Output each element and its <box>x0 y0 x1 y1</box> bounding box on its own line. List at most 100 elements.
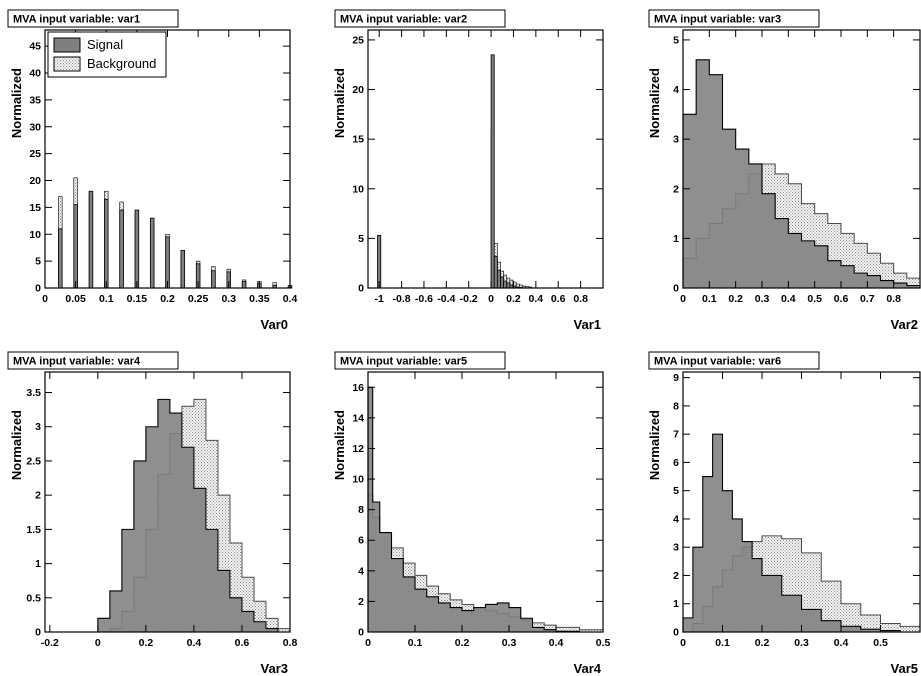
chart-title-box <box>7 351 179 370</box>
signal-bar <box>119 209 124 289</box>
x-tick-label: -1 <box>375 293 384 305</box>
y-tick-label: 2 <box>358 596 364 608</box>
y-tick-label: 15 <box>29 202 41 214</box>
x-tick-label: -0.6 <box>415 293 433 305</box>
x-tick-label: 0.8 <box>573 293 588 305</box>
y-tick-label: 12 <box>352 443 364 455</box>
y-tick-label: 10 <box>352 474 364 486</box>
chart-panel-2: MVA input variable: var2 0 5 10 15 20 25 -1 -0.8… <box>332 9 604 332</box>
y-tick-label: 4 <box>358 565 364 577</box>
signal-bar <box>496 269 501 289</box>
chart-title: MVA input variable: var1 <box>13 14 140 26</box>
y-tick-label: 0 <box>673 627 679 639</box>
y-tick-label: 25 <box>29 148 41 160</box>
y-axis-label: Normalized <box>9 410 24 480</box>
signal-bar <box>88 190 94 289</box>
y-axis-label: Normalized <box>647 68 662 138</box>
chart-panel-4: MVA input variable: var4 0 0.5 1 1.5 2 2.5 3 3.5… <box>7 351 298 676</box>
y-tick-label: 1 <box>673 598 679 610</box>
y-tick-label: 14 <box>352 412 364 424</box>
plot-frame <box>367 371 604 633</box>
legend-background-label: Background <box>87 56 156 71</box>
x-tick-label: 0.25 <box>188 293 209 305</box>
y-tick-label: 0 <box>35 627 41 639</box>
y-tick-label: 15 <box>352 134 364 146</box>
chart-title-box <box>648 9 820 28</box>
chart-title: MVA input variable: var2 <box>340 14 467 26</box>
x-tick-label: 0.2 <box>139 637 154 649</box>
legend: Signal Background <box>47 31 167 78</box>
x-axis-label: Var0 <box>261 317 288 332</box>
y-tick-label: 3 <box>673 134 679 146</box>
y-tick-label: 0 <box>358 627 364 639</box>
signal-bar <box>490 54 495 289</box>
x-tick-label: 0.4 <box>283 293 298 305</box>
y-tick-label: 5 <box>358 233 364 245</box>
y-tick-label: 20 <box>352 84 364 96</box>
chart-panel-5: MVA input variable: var5 0 2 4 6 8 10 12 14 16 0 0.… <box>332 351 610 676</box>
signal-bar <box>104 198 109 289</box>
signal-histogram <box>49 398 290 633</box>
signal-bar <box>211 270 216 289</box>
x-axis-label: Var4 <box>574 661 602 676</box>
x-tick-label: 0.6 <box>551 293 566 305</box>
y-tick-label: 5 <box>673 34 679 46</box>
chart-panel-1: MVA input variable: var1 0 5 10 15 20 25 30 35 40… <box>7 9 298 332</box>
x-tick-label: 0.4 <box>549 637 564 649</box>
signal-bar <box>149 217 155 289</box>
y-tick-label: 10 <box>29 229 41 241</box>
x-tick-label: 0 <box>680 293 686 305</box>
x-tick-label: 0.1 <box>99 293 114 305</box>
y-tick-label: 0 <box>673 283 679 295</box>
y-axis-label: Normalized <box>332 410 347 480</box>
chart-title: MVA input variable: var5 <box>340 356 467 368</box>
signal-bar <box>503 280 508 289</box>
x-axis-label: Var3 <box>261 661 288 676</box>
x-tick-label: 0.8 <box>283 637 298 649</box>
y-tick-label: 3 <box>673 542 679 554</box>
plot-frame <box>367 29 604 289</box>
x-tick-label: 0.8 <box>886 293 901 305</box>
signal-histogram <box>682 59 921 289</box>
x-tick-label: 0.6 <box>834 293 849 305</box>
legend-signal-label: Signal <box>87 37 123 52</box>
x-tick-label: 0.6 <box>235 637 250 649</box>
chart-panel-3: MVA input variable: var3 0 1 2 3 4 5 0 0.1 0.2 0.3… <box>647 9 921 332</box>
y-tick-label: 1 <box>35 558 41 570</box>
plot-frame <box>682 29 921 289</box>
x-tick-label: 0 <box>42 293 48 305</box>
x-axis-label: Var2 <box>891 317 918 332</box>
x-tick-label: 0.2 <box>455 637 470 649</box>
x-tick-label: 0.2 <box>506 293 521 305</box>
x-tick-label: 0.3 <box>794 637 809 649</box>
x-tick-label: 0.3 <box>502 637 517 649</box>
x-tick-label: 0.5 <box>873 637 888 649</box>
legend-background-swatch <box>53 56 81 72</box>
y-tick-label: 1 <box>673 233 679 245</box>
chart-title-box <box>334 9 506 28</box>
x-tick-label: 0.4 <box>781 293 796 305</box>
x-tick-label: -0.2 <box>41 637 59 649</box>
x-axis-label: Var1 <box>574 317 601 332</box>
y-tick-label: 4 <box>673 513 679 525</box>
x-tick-label: 0.4 <box>834 637 849 649</box>
chart-title: MVA input variable: var6 <box>654 356 781 368</box>
y-tick-label: 16 <box>352 382 364 394</box>
y-axis-label: Normalized <box>9 68 24 138</box>
y-tick-label: 2 <box>673 570 679 582</box>
x-tick-label: 0.3 <box>221 293 236 305</box>
chart-title-box <box>7 9 179 28</box>
y-tick-label: 9 <box>673 372 679 384</box>
y-tick-label: 10 <box>352 183 364 195</box>
x-tick-label: 0.4 <box>187 637 202 649</box>
chart-title: MVA input variable: var4 <box>13 356 141 368</box>
signal-bar <box>500 276 505 289</box>
x-tick-label: 0 <box>95 637 101 649</box>
x-tick-label: 0.1 <box>715 637 730 649</box>
y-tick-label: 3 <box>35 421 41 433</box>
y-tick-label: 45 <box>29 41 41 53</box>
y-axis-label: Normalized <box>332 68 347 138</box>
x-tick-label: 0.1 <box>408 637 423 649</box>
x-tick-label: 0.15 <box>127 293 148 305</box>
